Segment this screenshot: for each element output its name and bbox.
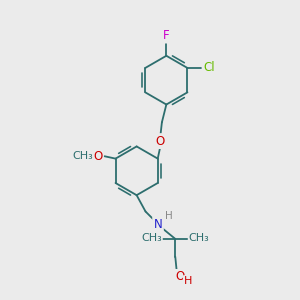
Text: H: H	[184, 276, 192, 286]
Text: H: H	[165, 211, 173, 221]
Text: CH₃: CH₃	[189, 233, 209, 243]
Text: F: F	[163, 29, 170, 42]
Text: CH₃: CH₃	[72, 151, 93, 161]
Text: O: O	[175, 270, 184, 284]
Text: O: O	[156, 135, 165, 148]
Text: CH₃: CH₃	[141, 233, 162, 243]
Text: Cl: Cl	[203, 61, 215, 74]
Text: O: O	[93, 150, 102, 163]
Text: N: N	[154, 218, 162, 230]
